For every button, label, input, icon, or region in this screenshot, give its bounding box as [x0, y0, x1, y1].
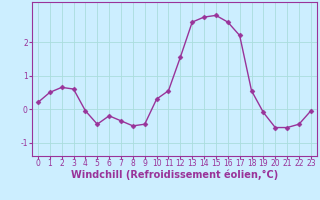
X-axis label: Windchill (Refroidissement éolien,°C): Windchill (Refroidissement éolien,°C) [71, 169, 278, 180]
